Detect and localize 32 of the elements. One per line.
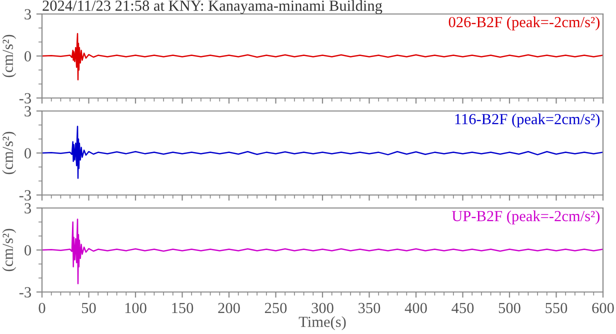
x-axis-title: Time(s) — [298, 316, 346, 330]
x-tick-label: 0 — [38, 302, 46, 314]
series-label: 116-B2F (peak=2cm/s²) — [455, 114, 600, 128]
x-tick-label: 500 — [498, 302, 520, 314]
y-tick-label: -3 — [19, 287, 31, 298]
x-tick-label: 350 — [358, 302, 380, 314]
x-tick-label: 300 — [312, 302, 334, 314]
x-tick-label: 200 — [218, 302, 240, 314]
line-series — [42, 32, 603, 80]
x-tick-label: 250 — [264, 302, 287, 314]
x-tick-label: 150 — [172, 302, 194, 314]
chart-title: 2024/11/23 21:58 at KNY: Kanayama-minami Building — [42, 0, 382, 14]
y-tick-label: 0 — [24, 51, 31, 62]
y-tick-label: 0 — [24, 148, 31, 158]
line-series — [42, 126, 603, 179]
x-tick-label: 400 — [404, 302, 427, 314]
y-tick-label: -3 — [19, 190, 31, 200]
y-tick-label: 0 — [24, 245, 31, 256]
series-label: 026-B2F (peak=-2cm/s²) — [448, 16, 600, 30]
x-tick-label: 450 — [452, 302, 474, 314]
y-tick-label: 3 — [24, 203, 31, 214]
y-axis-title: (cm/s²) — [2, 228, 16, 272]
x-tick-label: 100 — [125, 302, 146, 314]
y-tick-label: 3 — [24, 106, 31, 116]
series-label: UP-B2F (peak=-2cm/s²) — [452, 210, 600, 224]
x-tick-label: 600 — [592, 302, 614, 314]
y-axis-title: (cm/s²) — [2, 132, 16, 174]
x-tick-label: 550 — [546, 302, 568, 314]
y-tick-label: -3 — [19, 93, 31, 104]
y-tick-label: 3 — [24, 9, 31, 20]
x-tick-label: 50 — [82, 302, 96, 314]
y-axis-title: (cm/s²) — [2, 34, 16, 78]
